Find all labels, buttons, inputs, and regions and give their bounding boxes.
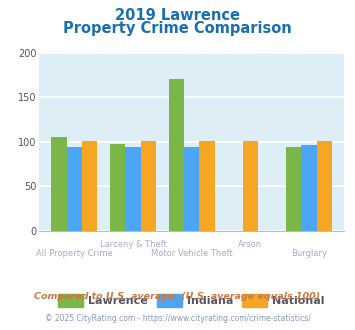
- Bar: [125, 147, 141, 231]
- Bar: [184, 147, 200, 231]
- Text: © 2025 CityRating.com - https://www.cityrating.com/crime-statistics/: © 2025 CityRating.com - https://www.city…: [45, 314, 310, 323]
- Text: Arson: Arson: [238, 240, 262, 249]
- Bar: [141, 141, 156, 231]
- Bar: [110, 144, 125, 231]
- Text: Burglary: Burglary: [291, 249, 327, 258]
- Bar: [200, 141, 214, 231]
- Bar: [301, 146, 317, 231]
- Bar: [51, 137, 67, 231]
- Text: 2019 Lawrence: 2019 Lawrence: [115, 8, 240, 23]
- Bar: [317, 141, 332, 231]
- Bar: [67, 147, 82, 231]
- Text: Motor Vehicle Theft: Motor Vehicle Theft: [151, 249, 233, 258]
- Bar: [243, 141, 258, 231]
- Bar: [82, 141, 97, 231]
- Text: Larceny & Theft: Larceny & Theft: [99, 240, 166, 249]
- Text: Compared to U.S. average. (U.S. average equals 100): Compared to U.S. average. (U.S. average …: [34, 292, 321, 301]
- Text: Property Crime Comparison: Property Crime Comparison: [63, 21, 292, 36]
- Bar: [169, 79, 184, 231]
- Text: All Property Crime: All Property Crime: [36, 249, 113, 258]
- Legend: Lawrence, Indiana, National: Lawrence, Indiana, National: [54, 290, 329, 311]
- Bar: [286, 147, 301, 231]
